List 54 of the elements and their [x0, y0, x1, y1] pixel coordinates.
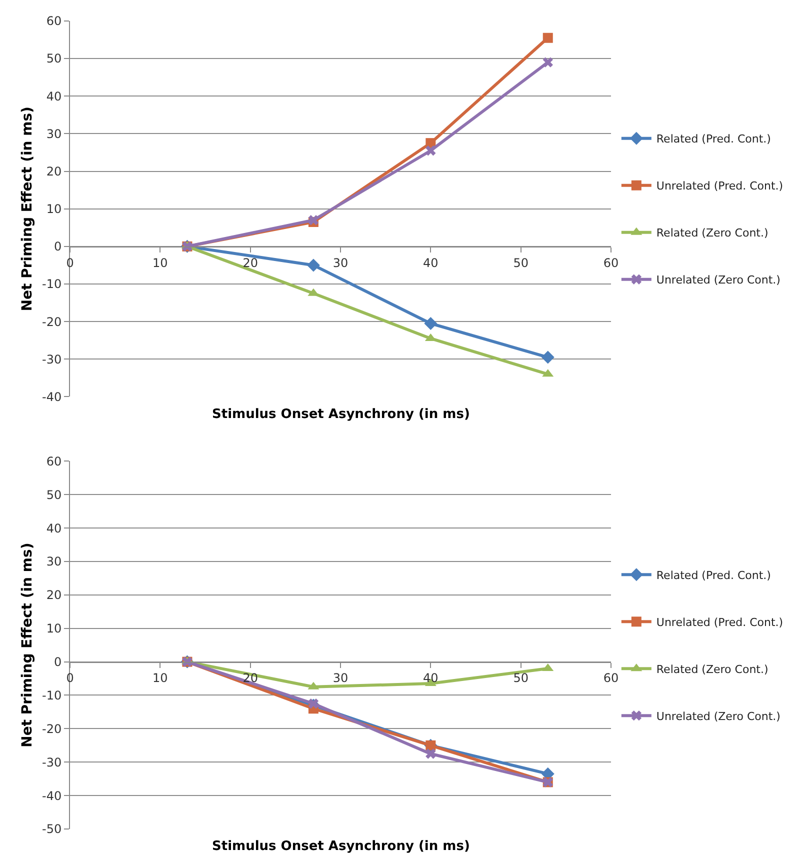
y-tick-label: 30	[46, 554, 62, 569]
x-tick-label: 60	[603, 671, 619, 686]
legend-label: Related (Pred. Cont.)	[656, 568, 771, 582]
y-tick-label: 40	[46, 521, 62, 536]
point	[542, 57, 553, 68]
x-tick-label: 50	[513, 256, 528, 270]
x-tick-label: 40	[423, 671, 438, 686]
y-tick-label: -10	[42, 688, 62, 702]
y-tick-label: -20	[42, 722, 62, 736]
x-tick-label: 10	[152, 256, 168, 270]
y-tick-label: -20	[42, 314, 62, 329]
legend-label: Related (Zero Cont.)	[656, 226, 768, 240]
x-tick-label: 50	[513, 671, 528, 686]
x-tick-label: 20	[242, 256, 258, 270]
y-tick-label: 20	[46, 164, 62, 178]
point	[306, 258, 320, 272]
point	[426, 748, 436, 759]
point	[541, 350, 554, 364]
y-tick-label: 0	[54, 240, 62, 254]
legend-label: Unrelated (Zero Cont.)	[656, 274, 780, 287]
y-tick-label: -40	[42, 390, 62, 404]
y-axis-title: Net Priming Effect (in ms)	[20, 106, 36, 312]
y-tick-label: 60	[46, 454, 62, 468]
x-tick-label: 30	[332, 671, 348, 686]
y-tick-label: 10	[46, 202, 62, 216]
x-tick-label: 30	[332, 256, 348, 270]
y-tick-label: -40	[42, 788, 62, 803]
point	[424, 316, 438, 330]
y-axis-title: Net Priming Effect (in ms)	[20, 542, 36, 748]
x-tick-label: 10	[152, 671, 168, 686]
point	[542, 32, 553, 43]
legend-label: Related (Pred. Cont.)	[656, 132, 771, 146]
y-tick-label: -30	[42, 352, 62, 366]
y-tick-label: -30	[42, 755, 62, 770]
legend-label: Unrelated (Pred. Cont.)	[656, 616, 784, 629]
point	[426, 146, 436, 156]
x-axis-title: Stimulus Onset Asynchrony (in ms)	[212, 407, 470, 422]
point	[308, 698, 319, 709]
y-tick-label: 40	[46, 89, 62, 104]
y-tick-label: 60	[46, 14, 62, 28]
x-axis-title: Stimulus Onset Asynchrony (in ms)	[212, 839, 470, 854]
y-tick-label: 0	[54, 655, 62, 669]
y-tick-label: 30	[46, 126, 62, 141]
x-tick-label: 60	[603, 256, 619, 270]
y-tick-label: 10	[46, 622, 62, 636]
y-tick-label: 20	[46, 588, 62, 602]
x-tick-label: 40	[423, 256, 438, 270]
y-tick-label: 50	[46, 52, 62, 66]
y-tick-label: 50	[46, 488, 62, 502]
y-tick-label: -50	[42, 822, 62, 836]
legend-label: Related (Zero Cont.)	[656, 662, 768, 676]
y-tick-label: -10	[42, 277, 62, 292]
legend-label: Unrelated (Pred. Cont.)	[656, 180, 784, 193]
legend-label: Unrelated (Zero Cont.)	[656, 710, 780, 723]
